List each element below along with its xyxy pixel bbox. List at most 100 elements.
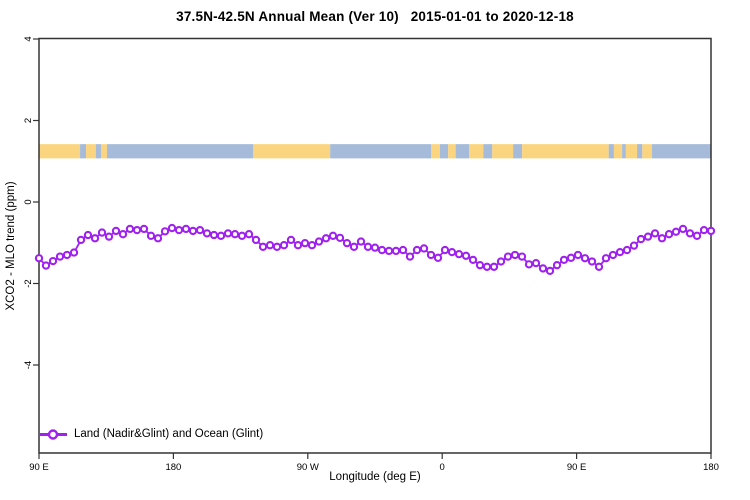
data-point: [608, 250, 618, 260]
data-point: [440, 245, 450, 255]
map-strip-ocean-segment: [455, 144, 470, 159]
map-strip-ocean-segment: [652, 144, 711, 159]
data-point: [622, 245, 632, 255]
data-point: [545, 266, 555, 276]
data-point: [293, 241, 303, 250]
data-point: [195, 225, 205, 235]
x-tick-label: 90 E: [567, 462, 587, 473]
data-point: [706, 226, 716, 236]
data-point: [538, 264, 548, 273]
map-strip-land-segment: [100, 144, 107, 159]
data-point: [601, 254, 611, 263]
map-strip-land-segment: [522, 144, 609, 159]
y-tick-label: -2: [23, 279, 34, 287]
map-strip-ocean-segment: [637, 144, 643, 159]
map-strip-land-segment: [469, 144, 484, 159]
data-point: [160, 227, 170, 236]
map-strip-ocean-segment: [483, 144, 493, 159]
map-strip-ocean-segment: [106, 144, 254, 159]
data-point: [391, 246, 401, 256]
data-point: [650, 229, 660, 238]
data-point: [314, 237, 324, 246]
data-point: [447, 247, 457, 257]
data-point: [412, 245, 422, 255]
data-point: [237, 231, 247, 240]
y-tick-label: 4: [23, 36, 34, 41]
data-point: [48, 256, 58, 266]
data-point: [139, 224, 149, 234]
map-strip-land-segment: [86, 144, 96, 159]
data-point: [685, 229, 695, 238]
x-tick-label: 90 E: [29, 462, 49, 473]
data-point: [55, 252, 65, 261]
data-point: [643, 232, 653, 241]
chart-title: 37.5N-42.5N Annual Mean (Ver 10) 2015-01…: [176, 9, 574, 24]
map-strip-land-segment: [431, 144, 440, 159]
data-point: [83, 230, 93, 240]
data-point: [251, 235, 261, 245]
data-point: [118, 230, 128, 239]
data-point: [230, 230, 240, 239]
data-point: [517, 252, 527, 261]
map-strip-ocean-segment: [80, 144, 87, 159]
map-strip-land-segment: [625, 144, 638, 159]
data-point: [699, 225, 709, 235]
data-point: [433, 253, 443, 262]
data-point: [328, 231, 338, 240]
data-point: [223, 229, 233, 238]
data-point: [566, 253, 576, 262]
map-strip-ocean-segment: [95, 144, 101, 159]
map-strip-ocean-segment: [608, 144, 614, 159]
data-point: [188, 226, 198, 236]
data-point: [594, 262, 604, 271]
map-strip-land-segment: [253, 144, 331, 159]
data-point: [76, 235, 86, 245]
map-strip-land-segment: [613, 144, 623, 159]
data-point: [552, 261, 562, 270]
legend-label: Land (Nadir&Glint) and Ocean (Glint): [74, 428, 264, 440]
data-point: [300, 239, 310, 248]
data-point: [265, 241, 275, 250]
map-strip-ocean-segment: [330, 144, 431, 159]
data-point: [69, 248, 79, 257]
data-point: [307, 241, 317, 250]
map-strip-ocean-segment: [622, 144, 626, 159]
map-strip-land-segment: [642, 144, 653, 159]
x-tick-label: 180: [165, 462, 181, 473]
data-point: [664, 230, 674, 239]
data-point: [419, 244, 429, 253]
data-point: [111, 226, 121, 236]
data-point: [335, 233, 345, 243]
y-tick-label: 0: [23, 199, 34, 204]
data-point: [342, 239, 352, 248]
data-point: [90, 234, 100, 243]
data-point: [167, 223, 177, 233]
data-point: [153, 234, 163, 243]
data-point: [349, 242, 359, 251]
data-point: [146, 231, 156, 240]
data-point: [181, 224, 191, 234]
data-point: [454, 250, 464, 259]
data-point: [587, 257, 597, 266]
data-point: [671, 227, 681, 236]
data-point: [580, 254, 590, 263]
data-point: [559, 255, 569, 265]
plot-border: [38, 37, 712, 454]
data-point: [356, 237, 366, 246]
x-axis-label: Longitude (deg E): [329, 471, 421, 483]
data-point: [496, 257, 506, 266]
data-point: [384, 246, 394, 256]
y-tick-label: 2: [23, 118, 34, 123]
data-point: [503, 252, 513, 261]
data-point: [426, 250, 436, 260]
data-point: [258, 242, 268, 251]
data-point: [573, 250, 583, 260]
data-point: [629, 241, 639, 250]
data-point: [41, 261, 51, 270]
x-tick-label: 180: [703, 462, 719, 473]
data-point: [615, 247, 625, 257]
data-point: [209, 230, 219, 240]
data-point: [531, 258, 541, 268]
data-point: [174, 225, 184, 235]
data-point: [475, 261, 485, 270]
